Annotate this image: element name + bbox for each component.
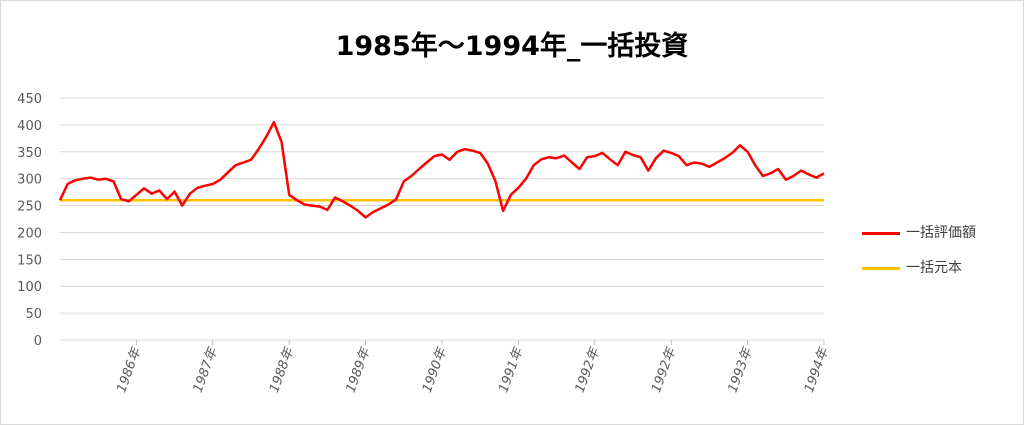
chart-title: 1985年～1994年_一括投資: [335, 31, 689, 62]
y-tick-label: 350: [17, 146, 42, 161]
legend-item-principal: 一括元本: [862, 257, 962, 277]
y-tick-label: 400: [17, 119, 42, 134]
x-tick-label: 1986年: [114, 344, 145, 394]
x-tick-label: 1994年: [802, 344, 833, 394]
x-tick-label: 1988年: [267, 344, 298, 394]
x-tick-label: 1990年: [420, 344, 451, 394]
y-tick-label: 100: [17, 280, 42, 295]
legend-swatch-principal: [862, 266, 900, 270]
x-axis-ticks: 1986年 1987年 1988年 1989年 1990年 1991年 1992年 1992年…: [114, 340, 832, 395]
x-tick-label: 1987年: [191, 344, 222, 394]
legend-label-value: 一括評価額: [906, 225, 976, 241]
series-lines: [58, 120, 825, 219]
x-tick-label: 1991年: [496, 344, 527, 394]
x-tick-label: 1992年: [573, 344, 604, 394]
x-tick-label: 1992年: [649, 344, 680, 394]
y-tick-label: 250: [17, 200, 42, 215]
gridlines: [60, 97, 824, 341]
y-tick-label: 450: [17, 92, 42, 107]
legend-label-principal: 一括元本: [906, 260, 962, 276]
x-tick-label: 1989年: [343, 344, 374, 394]
y-tick-label: 300: [17, 173, 42, 188]
y-tick-label: 0: [34, 334, 42, 349]
y-tick-label: 150: [17, 253, 42, 268]
y-tick-label: 200: [17, 226, 42, 241]
x-tick-label: 1993年: [725, 344, 756, 394]
y-axis-ticks: 0 50 100 150 200 250 300 350 400 450: [17, 92, 42, 349]
legend-item-value: 一括評価額: [862, 222, 976, 242]
y-tick-label: 50: [25, 307, 42, 322]
series-line-value: [58, 120, 825, 219]
legend-swatch-value: [862, 231, 900, 235]
